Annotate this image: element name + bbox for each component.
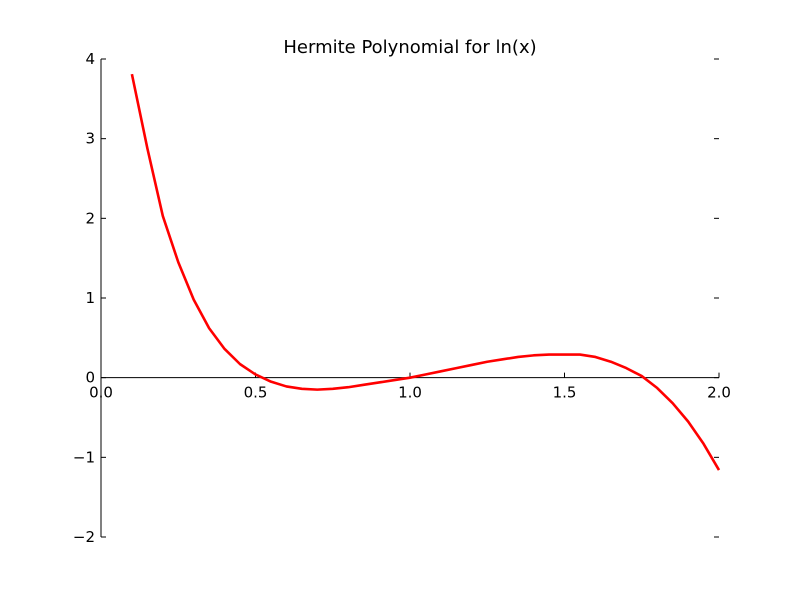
x-tick-label: 1.0 (398, 384, 422, 402)
chart-title: Hermite Polynomial for ln(x) (283, 37, 536, 58)
x-tick-label: 0.5 (244, 384, 268, 402)
y-tick-label: 4 (85, 50, 95, 68)
y-tick-label: 2 (85, 209, 95, 227)
y-tick-label: 0 (85, 369, 95, 387)
y-tick-label: 1 (85, 289, 95, 307)
series-layer (130, 73, 721, 471)
x-tick-label: 2.0 (707, 384, 731, 402)
x-tick-label: 0.0 (89, 384, 113, 402)
ticks: 0.0 0.5 1.0 1.5 2.0 −2 −1 0 1 2 3 4 (73, 50, 731, 546)
series-line (130, 73, 721, 471)
x-tick-label: 1.5 (553, 384, 577, 402)
y-tick-label: 3 (85, 130, 95, 148)
y-tick-label: −2 (73, 528, 95, 546)
y-tick-label: −1 (73, 448, 95, 466)
